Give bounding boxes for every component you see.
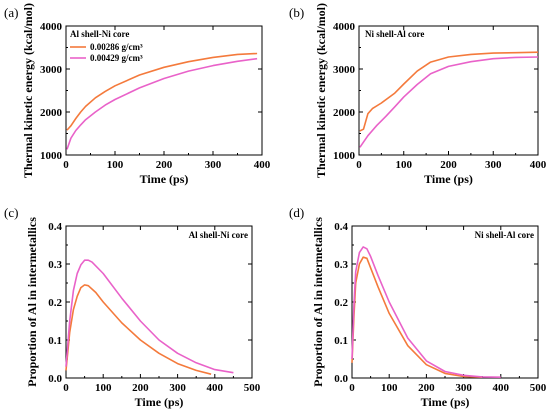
x-tick-label: 200 — [440, 159, 457, 171]
panel-label: (d) — [289, 205, 304, 220]
panel-annotation: Al shell-Ni core — [189, 230, 248, 240]
y-tick-label: 4000 — [333, 21, 356, 33]
panel-label: (a) — [4, 5, 18, 20]
x-tick-label: 400 — [207, 382, 224, 394]
series-line-2 — [66, 57, 258, 150]
series-line-1 — [66, 52, 258, 131]
x-tick-label: 100 — [107, 159, 124, 171]
y-tick-label: 2000 — [40, 107, 63, 119]
x-tick-label: 100 — [95, 382, 112, 394]
panel-annotation: Ni shell-Al core — [475, 230, 534, 240]
panel-label: (b) — [289, 5, 304, 20]
series-line-1 — [359, 51, 539, 132]
panel-c: (c) 0 100 200 300 400 500 0.0 0.1 0.2 0.3 0.4 Time (… — [4, 205, 261, 409]
y-tick-label: 0.3 — [48, 259, 62, 271]
y-tick-label: 0.2 — [334, 297, 348, 309]
x-tick-label: 200 — [418, 382, 435, 394]
x-tick-label: 200 — [156, 159, 173, 171]
legend-entry: 0.00286 g/cm³ — [90, 42, 143, 52]
x-tick-label: 0 — [63, 159, 69, 171]
y-tick-label: 3000 — [333, 64, 356, 76]
panel-d: (d) 0 100 200 300 400 500 0.0 0.1 0.2 0.3 0.4 Time (… — [289, 205, 547, 409]
plot-frame — [65, 225, 253, 379]
panel-annotation: Ni shell-Al core — [365, 29, 424, 39]
x-tick-label: 100 — [396, 159, 413, 171]
x-tick-label: 300 — [169, 382, 186, 394]
x-axis-label: Time (ps) — [140, 172, 189, 186]
y-tick-label: 0.1 — [334, 335, 348, 347]
y-axis-label: Proportion of Al in intermetallics — [311, 217, 325, 387]
panel-a: (a) 0 100 200 300 400 1000 2000 3000 4000 Time (ps… — [4, 3, 271, 186]
panel-b: (b) 0 100 200 300 400 1000 2000 3000 4000 Time (ps… — [289, 3, 547, 186]
x-tick-label: 500 — [244, 382, 261, 394]
x-axis-label: Time (ps) — [135, 395, 184, 409]
x-tick-label: 400 — [493, 382, 510, 394]
series-line-2 — [65, 259, 234, 374]
y-tick-label: 0.0 — [334, 373, 348, 385]
series-line-1 — [65, 284, 212, 375]
plot-frame — [358, 25, 539, 156]
y-tick-label: 1000 — [333, 150, 356, 162]
y-tick-label: 4000 — [40, 21, 63, 33]
y-tick-label: 2000 — [333, 107, 356, 119]
x-tick-label: 300 — [455, 382, 472, 394]
plot-frame — [351, 225, 539, 379]
y-axis-label: Thermal kinetic energy (kcal/mol) — [21, 3, 35, 178]
x-tick-label: 0 — [356, 159, 362, 171]
y-tick-label: 0.4 — [48, 221, 62, 233]
panel-annotation: Al shell-Ni core — [70, 29, 129, 39]
x-axis-label: Time (ps) — [424, 172, 473, 186]
y-tick-label: 0.0 — [48, 373, 62, 385]
y-tick-label: 0.2 — [48, 297, 62, 309]
x-tick-label: 500 — [530, 382, 547, 394]
panel-label: (c) — [4, 205, 18, 220]
series-line-2 — [351, 246, 501, 378]
y-axis-label: Thermal kinetic energy (kcal/mol) — [314, 3, 328, 178]
x-tick-label: 200 — [132, 382, 149, 394]
x-tick-label: 400 — [530, 159, 547, 171]
y-tick-label: 3000 — [40, 64, 63, 76]
y-tick-label: 0.3 — [334, 259, 348, 271]
x-axis-label: Time (ps) — [421, 395, 470, 409]
x-tick-label: 100 — [381, 382, 398, 394]
x-tick-label: 0 — [63, 382, 69, 394]
x-tick-label: 0 — [349, 382, 355, 394]
y-tick-label: 0.1 — [48, 335, 62, 347]
y-tick-label: 0.4 — [334, 221, 348, 233]
y-axis-label: Proportion of Al in intermetallics — [25, 217, 39, 387]
y-tick-label: 1000 — [40, 150, 63, 162]
legend-entry: 0.00429 g/cm³ — [90, 53, 143, 63]
series-line-2 — [359, 56, 539, 148]
series-line-1 — [351, 256, 483, 378]
x-tick-label: 300 — [205, 159, 222, 171]
x-tick-label: 400 — [254, 159, 271, 171]
x-tick-label: 300 — [485, 159, 502, 171]
